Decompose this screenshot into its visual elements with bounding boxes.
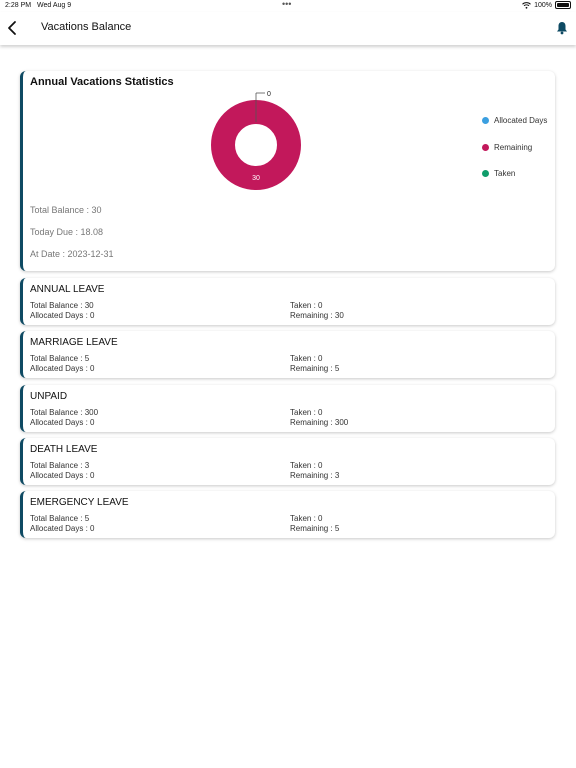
legend-label: Remaining — [494, 142, 533, 152]
leave-taken: Taken : 0 — [290, 408, 323, 417]
leave-allocated: Allocated Days : 0 — [30, 470, 95, 480]
status-date: Wed Aug 9 — [37, 2, 72, 9]
legend-dot — [482, 117, 489, 124]
leave-total: Total Balance : 5 — [30, 354, 90, 363]
leave-remaining: Remaining : 5 — [290, 363, 340, 373]
leave-card-emergency[interactable]: EMERGENCY LEAVE Total Balance : 5 Alloca… — [20, 491, 555, 538]
slice-label-remaining: 30 — [252, 175, 260, 182]
multitasking-dots-icon[interactable]: ••• — [282, 0, 292, 9]
leave-total: Total Balance : 5 — [30, 514, 90, 523]
leave-remaining: Remaining : 30 — [290, 310, 344, 320]
leave-right-col: Taken : 0 Remaining : 3 — [290, 461, 339, 480]
leave-left-col: Total Balance : 5 Allocated Days : 0 — [30, 354, 94, 373]
slice-label-allocated: 0 — [267, 91, 271, 98]
battery-percent: 100% — [534, 1, 552, 9]
leave-total: Total Balance : 30 — [30, 301, 94, 310]
legend-label: Allocated Days — [494, 116, 548, 125]
notifications-button[interactable] — [556, 21, 568, 35]
leave-taken: Taken : 0 — [290, 354, 323, 363]
leave-allocated: Allocated Days : 0 — [30, 523, 95, 533]
wifi-icon — [522, 1, 531, 9]
leave-taken: Taken : 0 — [290, 514, 323, 523]
leave-name: ANNUAL LEAVE — [30, 284, 105, 295]
leave-left-col: Total Balance : 3 Allocated Days : 0 — [30, 461, 94, 480]
leave-taken: Taken : 0 — [290, 461, 323, 470]
status-bar: 2:28 PM Wed Aug 9 ••• 100% — [0, 0, 576, 12]
leave-name: MARRIAGE LEAVE — [30, 337, 118, 348]
leave-right-col: Taken : 0 Remaining : 30 — [290, 301, 344, 320]
leave-card-death[interactable]: DEATH LEAVE Total Balance : 3 Allocated … — [20, 438, 555, 485]
leave-total: Total Balance : 300 — [30, 408, 99, 417]
leave-card-marriage[interactable]: MARRIAGE LEAVE Total Balance : 5 Allocat… — [20, 331, 555, 378]
status-time: 2:28 PM — [5, 2, 32, 9]
at-date: At Date : 2023-12-31 — [30, 249, 114, 259]
page-title: Vacations Balance — [41, 21, 132, 33]
leave-right-col: Taken : 0 Remaining : 5 — [290, 514, 339, 533]
legend-dot — [482, 170, 489, 177]
back-button[interactable] — [6, 20, 20, 36]
leave-right-col: Taken : 0 Remaining : 5 — [290, 354, 339, 373]
chart-legend: Allocated Days Remaining Taken — [482, 114, 547, 194]
leave-allocated: Allocated Days : 0 — [30, 363, 95, 373]
app-header: Vacations Balance — [0, 12, 576, 45]
stats-title: Annual Vacations Statistics — [30, 76, 174, 88]
chevron-left-icon — [8, 21, 16, 35]
leave-right-col: Taken : 0 Remaining : 300 — [290, 408, 348, 427]
leave-left-col: Total Balance : 30 Allocated Days : 0 — [30, 301, 94, 320]
leave-remaining: Remaining : 5 — [290, 523, 340, 533]
leave-left-col: Total Balance : 5 Allocated Days : 0 — [30, 514, 94, 533]
battery-icon — [555, 1, 571, 9]
status-right: 100% — [522, 1, 571, 9]
leave-name: EMERGENCY LEAVE — [30, 497, 129, 508]
leave-left-col: Total Balance : 300 Allocated Days : 0 — [30, 408, 98, 427]
leave-name: DEATH LEAVE — [30, 444, 98, 455]
donut-chart: 0 30 — [211, 91, 301, 190]
legend-label: Taken — [494, 169, 516, 178]
leave-remaining: Remaining : 3 — [290, 470, 340, 480]
leave-name: UNPAID — [30, 391, 68, 402]
stats-card: Annual Vacations Statistics 0 30 Allocat… — [20, 71, 555, 271]
total-balance: Total Balance : 30 — [30, 205, 102, 215]
legend-item-allocated[interactable]: Allocated Days — [482, 114, 547, 127]
leave-remaining: Remaining : 300 — [290, 417, 349, 427]
legend-item-taken[interactable]: Taken — [482, 167, 547, 180]
bell-icon — [557, 22, 567, 35]
leave-allocated: Allocated Days : 0 — [30, 417, 95, 427]
leave-allocated: Allocated Days : 0 — [30, 310, 95, 320]
leave-card-annual[interactable]: ANNUAL LEAVE Total Balance : 30 Allocate… — [20, 278, 555, 325]
legend-dot — [482, 143, 489, 151]
today-due: Today Due : 18.08 — [30, 227, 104, 237]
leave-taken: Taken : 0 — [290, 301, 323, 310]
leave-card-unpaid[interactable]: UNPAID Total Balance : 300 Allocated Day… — [20, 385, 555, 432]
legend-item-remaining[interactable]: Remaining — [482, 141, 547, 154]
leave-total: Total Balance : 3 — [30, 461, 90, 470]
